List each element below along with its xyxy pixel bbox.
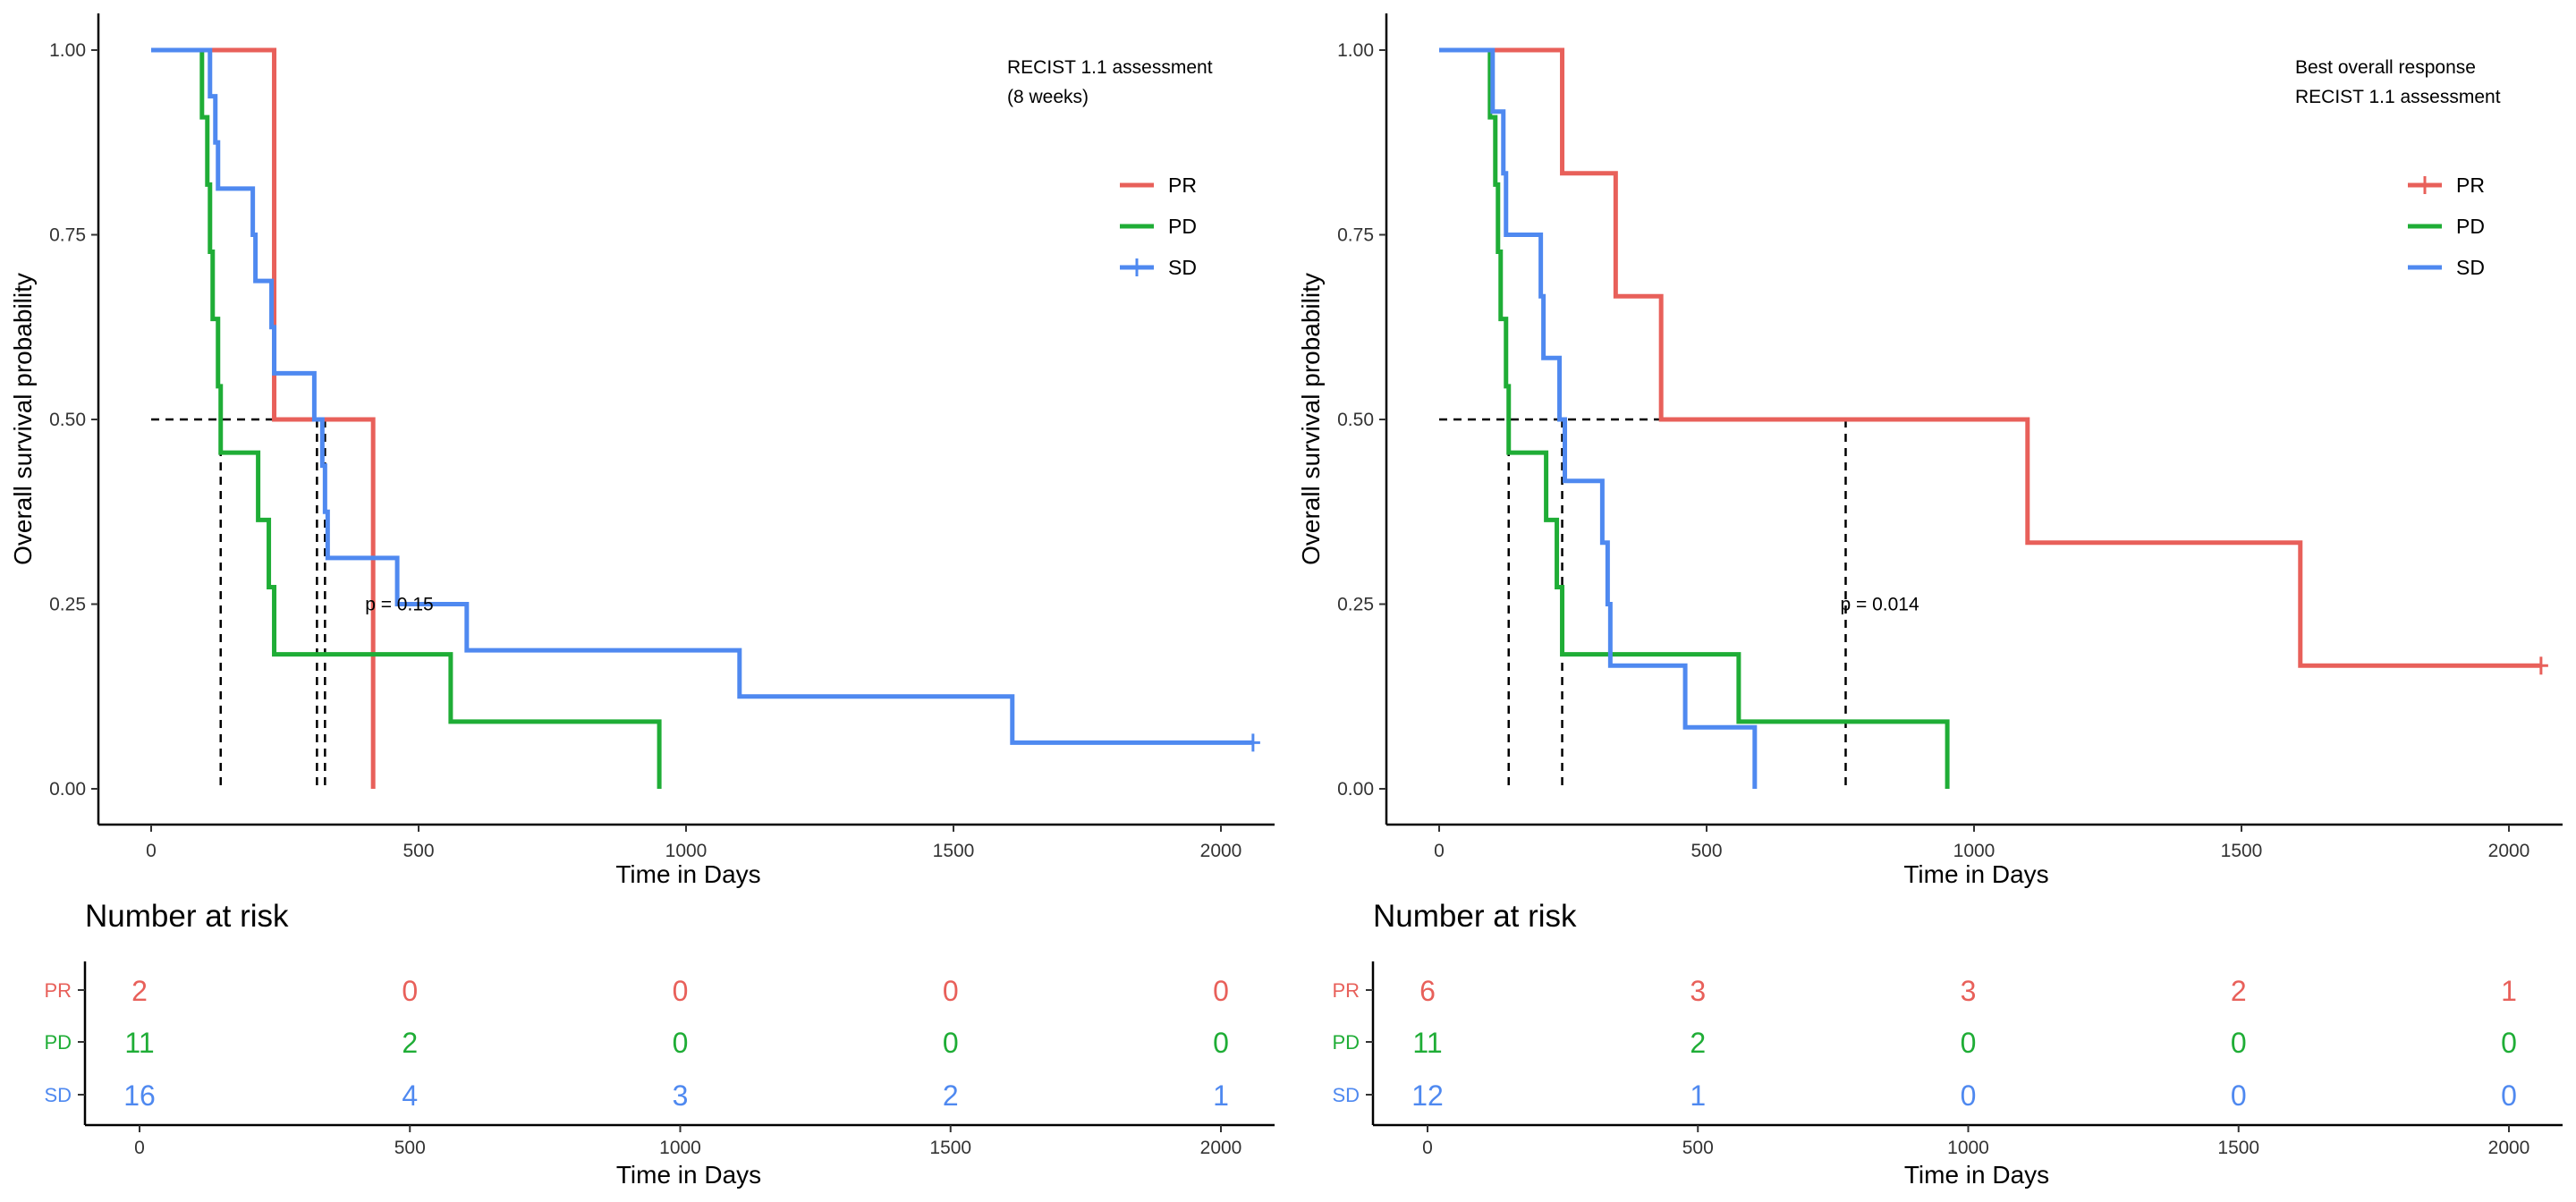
risk-group-label-pr: PR: [1332, 979, 1360, 1002]
risk-x-tick-label: 2000: [2488, 1138, 2530, 1158]
x-tick-label: 1500: [2221, 841, 2263, 861]
y-tick-label: 1.00: [49, 40, 86, 61]
x-tick-label: 2000: [2488, 841, 2530, 861]
x-tick-label: 1000: [1953, 841, 1996, 861]
risk-count: 6: [1419, 975, 1436, 1007]
risk-count: 1: [1690, 1079, 1706, 1112]
legend-label-pr: PR: [2456, 174, 2485, 197]
x-tick-label: 500: [1690, 841, 1722, 861]
risk-count: 3: [1961, 975, 1977, 1007]
legend-label-pr: PR: [1168, 174, 1197, 197]
survival-curve-pr: [1439, 47, 2541, 668]
risk-x-tick-label: 1500: [929, 1138, 971, 1158]
y-tick-label: 0.00: [49, 779, 86, 800]
risk-count: 0: [2231, 1079, 2247, 1112]
km-panel-1: 0.000.250.500.751.000 500 1000 1500 2000Time…: [9, 13, 1275, 1189]
risk-x-tick-label: 1000: [659, 1138, 701, 1158]
x-tick-label: 500: [402, 841, 434, 861]
legend-title: RECIST 1.1 assessment: [1007, 57, 1213, 78]
risk-count: 3: [673, 1079, 689, 1112]
survival-curve-pd: [1439, 47, 1950, 789]
legend-title: Best overall response: [2295, 57, 2476, 78]
y-axis-title: Overall survival probability: [1297, 273, 1325, 565]
risk-count: 0: [2231, 1027, 2247, 1059]
risk-group-label-pd: PD: [1332, 1031, 1360, 1054]
risk-x-axis-title: Time in Days: [1904, 1161, 2049, 1189]
risk-count: 4: [402, 1079, 418, 1112]
risk-x-tick-label: 0: [134, 1138, 145, 1158]
legend-title: (8 weeks): [1007, 87, 1089, 107]
y-axis-title: Overall survival probability: [9, 273, 37, 565]
y-tick-label: 1.00: [1337, 40, 1374, 61]
x-tick-label: 2000: [1200, 841, 1242, 861]
risk-count: 0: [402, 975, 418, 1007]
risk-count: 0: [2501, 1079, 2517, 1112]
y-tick-label: 0.00: [1337, 779, 1374, 800]
x-axis-title: Time in Days: [1903, 860, 2048, 888]
risk-count: 12: [1411, 1079, 1444, 1112]
y-tick-label: 0.75: [49, 225, 86, 246]
risk-count: 0: [673, 975, 689, 1007]
risk-x-tick-label: 1000: [1947, 1138, 1989, 1158]
y-tick-label: 0.25: [49, 595, 86, 615]
survival-curve-sd: [151, 47, 1253, 745]
p-value-label: p = 0.15: [365, 595, 433, 615]
risk-x-tick-label: 0: [1422, 1138, 1433, 1158]
risk-x-tick-label: 2000: [1200, 1138, 1242, 1158]
risk-count: 0: [1213, 1027, 1229, 1059]
risk-count: 3: [1690, 975, 1706, 1007]
risk-table-title: Number at risk: [1373, 899, 1577, 934]
p-value-label: p = 0.014: [1841, 595, 1919, 615]
risk-count: 16: [123, 1079, 156, 1112]
km-panel-2: 0.000.250.500.751.000 500 1000 1500 2000Time…: [1297, 13, 2563, 1189]
y-tick-label: 0.25: [1337, 595, 1374, 615]
risk-x-tick-label: 500: [394, 1138, 426, 1158]
risk-count: 2: [131, 975, 148, 1007]
risk-group-label-pd: PD: [44, 1031, 72, 1054]
risk-count: 0: [673, 1027, 689, 1059]
risk-count: 0: [1213, 975, 1229, 1007]
x-tick-label: 1500: [933, 841, 975, 861]
legend-label-pd: PD: [2456, 215, 2485, 238]
legend-label-pd: PD: [1168, 215, 1197, 238]
risk-count: 2: [402, 1027, 418, 1059]
legend-title: RECIST 1.1 assessment: [2295, 87, 2501, 107]
risk-group-label-pr: PR: [44, 979, 72, 1002]
risk-x-tick-label: 1500: [2217, 1138, 2259, 1158]
risk-count: 0: [943, 1027, 959, 1059]
risk-count: 0: [2501, 1027, 2517, 1059]
x-axis-title: Time in Days: [615, 860, 760, 888]
risk-count: 0: [1961, 1027, 1977, 1059]
survival-curve-pr: [151, 47, 376, 789]
legend-label-sd: SD: [2456, 256, 2485, 279]
survival-curve-sd: [1439, 47, 1758, 789]
risk-group-label-sd: SD: [44, 1084, 72, 1106]
x-tick-label: 0: [146, 841, 157, 861]
legend-label-sd: SD: [1168, 256, 1197, 279]
risk-x-axis-title: Time in Days: [616, 1161, 761, 1189]
y-tick-label: 0.75: [1337, 225, 1374, 246]
risk-count: 11: [124, 1027, 154, 1059]
risk-count: 2: [2231, 975, 2247, 1007]
y-tick-label: 0.50: [49, 410, 86, 430]
risk-count: 2: [1690, 1027, 1706, 1059]
risk-count: 2: [943, 1079, 959, 1112]
risk-table-title: Number at risk: [85, 899, 289, 934]
survival-curve-pd: [151, 47, 662, 789]
risk-x-tick-label: 500: [1682, 1138, 1714, 1158]
risk-count: 0: [943, 975, 959, 1007]
risk-count: 0: [1961, 1079, 1977, 1112]
risk-count: 11: [1412, 1027, 1442, 1059]
x-tick-label: 1000: [665, 841, 708, 861]
risk-group-label-sd: SD: [1332, 1084, 1360, 1106]
y-tick-label: 0.50: [1337, 410, 1374, 430]
risk-count: 1: [2501, 975, 2517, 1007]
risk-count: 1: [1213, 1079, 1229, 1112]
x-tick-label: 0: [1434, 841, 1445, 861]
